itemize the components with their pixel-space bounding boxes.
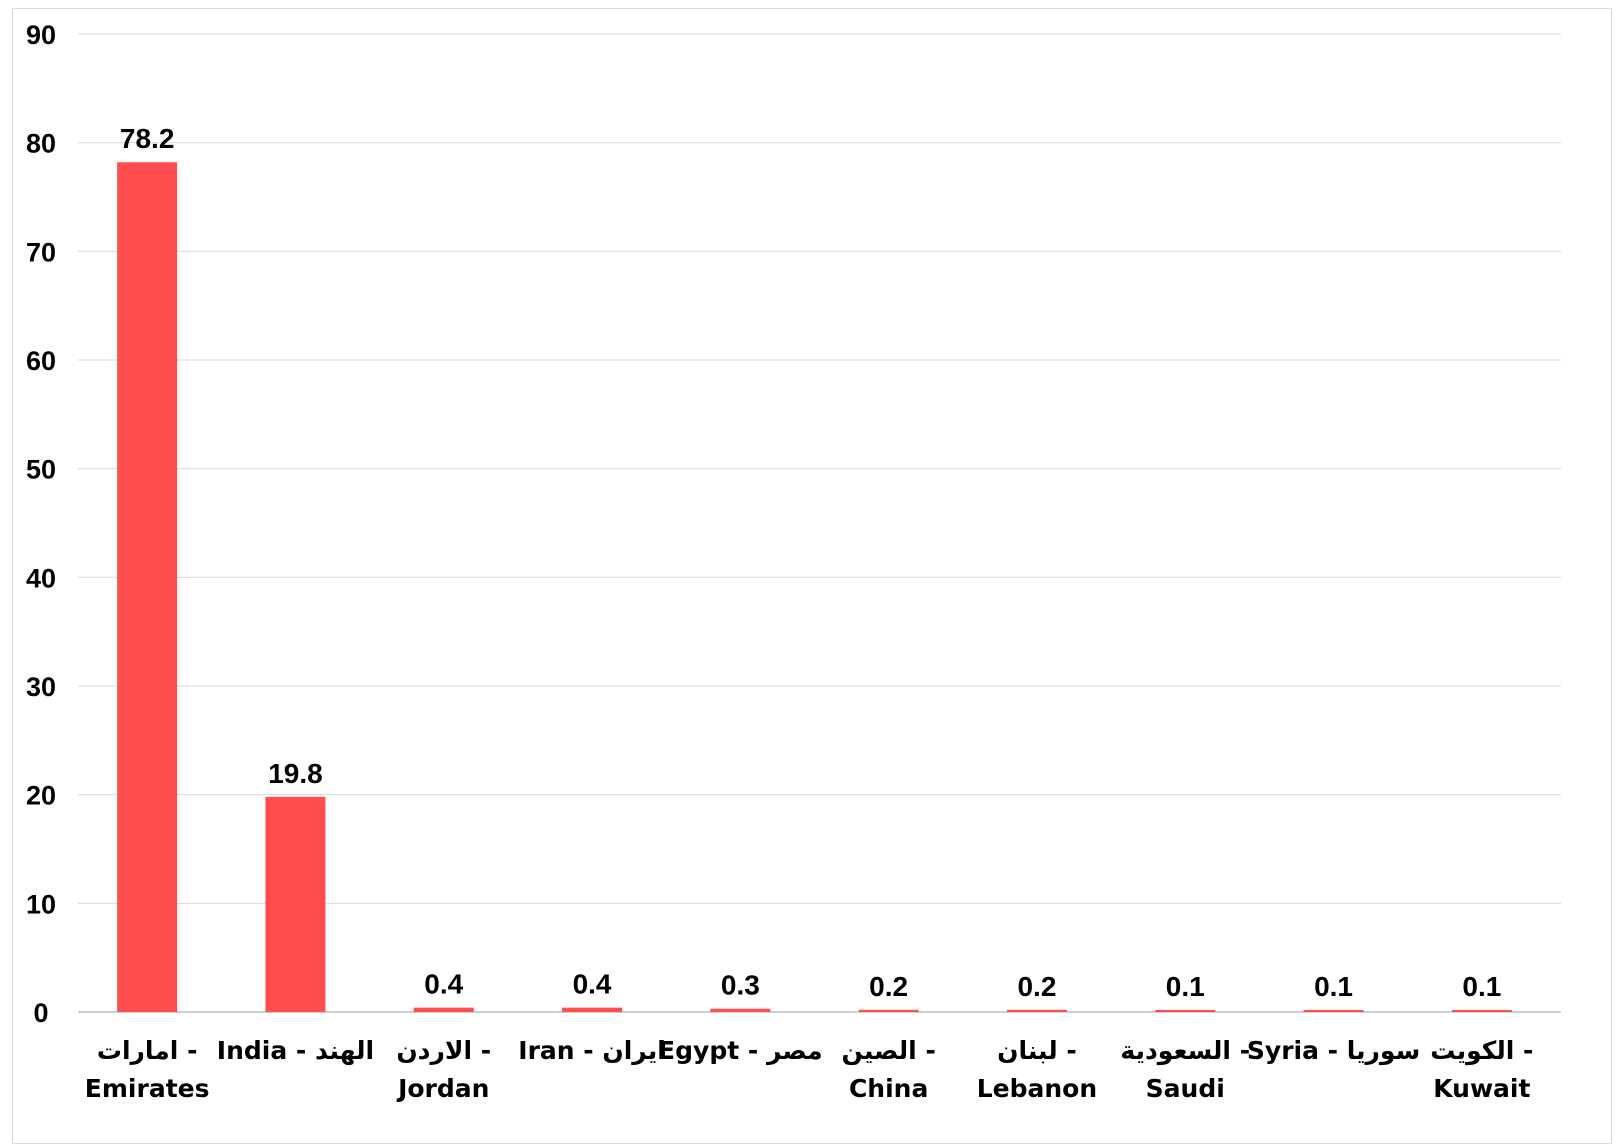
x-tick-label: China: [849, 1074, 928, 1103]
data-label: 0.4: [573, 969, 612, 1000]
y-tick-label: 0: [33, 998, 48, 1028]
bar: [858, 1009, 919, 1012]
y-tick-label: 50: [26, 455, 56, 485]
bar: [710, 1008, 771, 1012]
x-tick-label: India - الهند: [217, 1036, 374, 1066]
x-tick-label: Emirates: [85, 1074, 210, 1103]
x-tick-label: Lebanon: [977, 1074, 1097, 1103]
x-tick-label: الكويت -: [1430, 1036, 1533, 1066]
bar: [1155, 1010, 1216, 1012]
bar: [413, 1007, 474, 1012]
x-tick-label: الصين -: [841, 1036, 935, 1066]
bar: [1303, 1010, 1364, 1012]
x-tick-label: Syria - سوريا: [1247, 1036, 1420, 1066]
x-tick-label: Kuwait: [1433, 1074, 1530, 1103]
data-label: 19.8: [268, 758, 323, 789]
bar: [265, 796, 326, 1012]
data-label: 78.2: [120, 123, 175, 154]
data-label: 0.3: [721, 970, 760, 1001]
y-tick-label: 70: [26, 237, 56, 267]
y-tick-label: 30: [26, 672, 56, 702]
bar-chart: 0 10 20 30 40 50 60 70 80 90 78.2 19.8 0.4 0.4 0.3 0.2…: [26, 20, 1561, 1103]
y-axis-ticks: 0 10 20 30 40 50 60 70 80 90: [26, 20, 56, 1028]
x-tick-label: الاردن -: [396, 1036, 491, 1065]
x-tick-label: لبنان -: [997, 1036, 1077, 1065]
bar: [562, 1007, 623, 1012]
y-tick-label: 80: [26, 129, 56, 159]
x-tick-label: Iran - ايران: [518, 1036, 666, 1066]
y-tick-label: 90: [26, 20, 56, 50]
bar: [117, 162, 178, 1012]
data-label: 0.1: [1314, 971, 1353, 1002]
data-labels: 78.2 19.8 0.4 0.4 0.3 0.2 0.2 0.1 0.1 0.1: [120, 123, 1501, 1002]
data-label: 0.2: [869, 971, 908, 1002]
y-tick-label: 40: [26, 563, 56, 593]
y-tick-label: 60: [26, 346, 56, 376]
x-tick-label: السعودية -: [1120, 1036, 1250, 1066]
bar: [1006, 1009, 1067, 1012]
bar: [1451, 1010, 1512, 1012]
data-label: 0.1: [1166, 971, 1205, 1002]
x-tick-label: Egypt - مصر: [658, 1036, 823, 1066]
bars: [117, 162, 1512, 1012]
data-label: 0.1: [1462, 971, 1501, 1002]
data-label: 0.2: [1017, 971, 1056, 1002]
data-label: 0.4: [424, 969, 463, 1000]
y-tick-label: 10: [26, 889, 56, 919]
x-tick-label: Saudi: [1146, 1074, 1225, 1103]
x-tick-label: Jordan: [396, 1074, 489, 1103]
chart-frame: 0 10 20 30 40 50 60 70 80 90 78.2 19.8 0.4 0.4 0.3 0.2…: [12, 8, 1612, 1144]
x-tick-label: امارات -: [97, 1036, 198, 1065]
y-tick-label: 20: [26, 781, 56, 811]
